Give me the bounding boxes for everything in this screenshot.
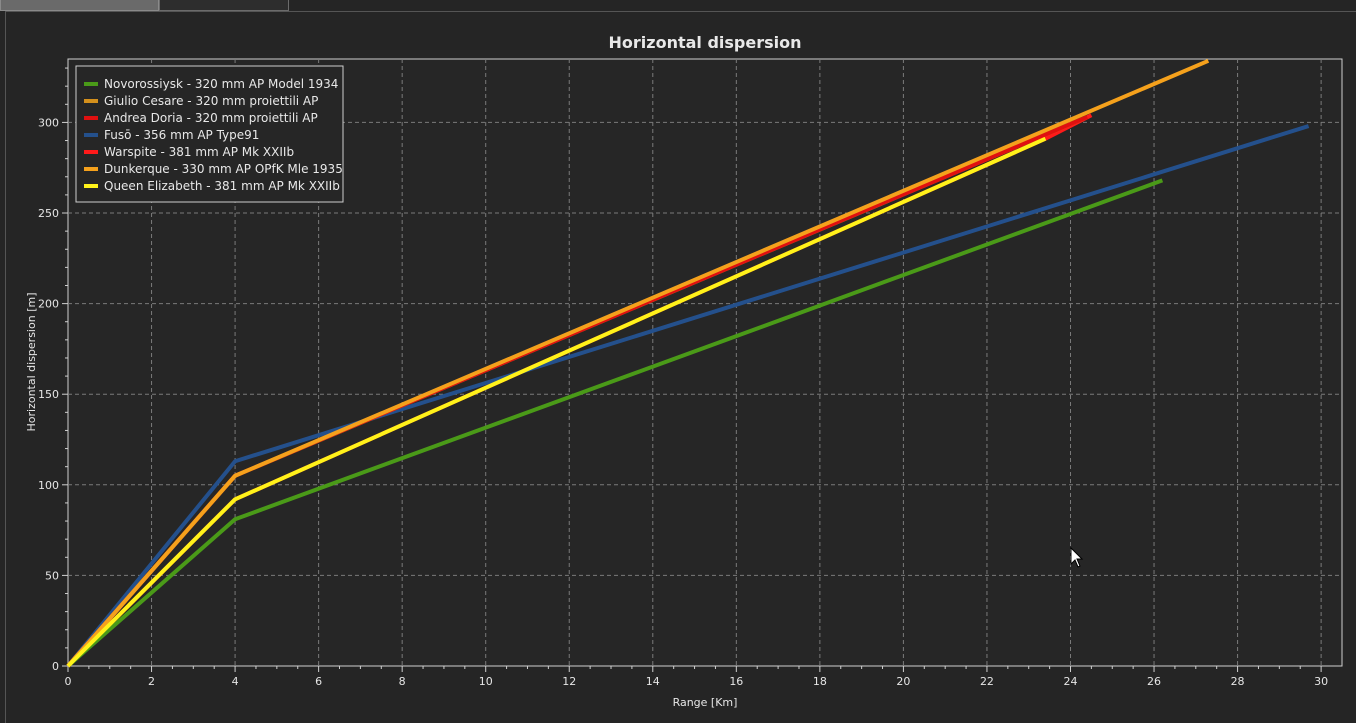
legend-entry[interactable]: Dunkerque - 330 mm AP OPfK Mle 1935 <box>104 162 343 176</box>
x-tick-label: 10 <box>479 675 493 688</box>
tab-inactive[interactable] <box>159 0 289 11</box>
x-axis-title: Range [Km] <box>673 696 738 709</box>
series-line <box>66 58 1210 668</box>
series-line <box>66 136 1047 668</box>
tab-strip <box>0 0 1356 12</box>
mouse-cursor-icon <box>1070 546 1084 568</box>
chart-title: Horizontal dispersion <box>609 33 802 52</box>
x-tick-label: 30 <box>1314 675 1328 688</box>
x-tick-label: 14 <box>646 675 660 688</box>
legend-entry[interactable]: Andrea Doria - 320 mm proiettili AP <box>104 111 318 125</box>
x-tick-label: 28 <box>1231 675 1245 688</box>
y-tick-label: 250 <box>38 207 59 220</box>
grid <box>68 59 1342 666</box>
y-tick-label: 300 <box>38 116 59 129</box>
x-tick-label: 12 <box>562 675 576 688</box>
chart-panel <box>5 11 1356 723</box>
y-tick-label: 150 <box>38 388 59 401</box>
x-tick-label: 18 <box>813 675 827 688</box>
x-tick-label: 26 <box>1147 675 1161 688</box>
x-tick-label: 8 <box>399 675 406 688</box>
legend-entry[interactable]: Novorossiysk - 320 mm AP Model 1934 <box>104 77 338 91</box>
x-tick-label: 20 <box>896 675 910 688</box>
legend-entry[interactable]: Queen Elizabeth - 381 mm AP Mk XXIIb <box>104 179 340 193</box>
y-tick-label: 200 <box>38 298 59 311</box>
legend-entry[interactable]: Warspite - 381 mm AP Mk XXIIb <box>104 145 294 159</box>
series-line <box>66 178 1164 668</box>
x-tick-label: 16 <box>729 675 743 688</box>
tab-active[interactable] <box>0 0 159 11</box>
x-tick-label: 6 <box>315 675 322 688</box>
x-tick-label: 24 <box>1063 675 1077 688</box>
y-tick-label: 50 <box>45 569 59 582</box>
y-tick-label: 100 <box>38 479 59 492</box>
x-tick-label: 22 <box>980 675 994 688</box>
x-tick-label: 2 <box>148 675 155 688</box>
legend-box <box>75 65 344 203</box>
series-line <box>66 124 1310 668</box>
series-group <box>66 58 1310 668</box>
legend[interactable]: Novorossiysk - 320 mm AP Model 1934 Giuli… <box>75 65 344 203</box>
axes: 0 2 4 6 8 10 12 14 16 18 20 22 24 26 28 300501001502002… <box>38 67 1328 688</box>
y-axis-title: Horizontal dispersion [m] <box>25 293 38 432</box>
y-tick-label: 0 <box>52 660 59 673</box>
x-tick-label: 0 <box>65 675 72 688</box>
x-tick-label: 4 <box>232 675 239 688</box>
legend-entry[interactable]: Fusō - 356 mm AP Type91 <box>104 128 259 142</box>
legend-entry[interactable]: Giulio Cesare - 320 mm proiettili AP <box>104 94 318 108</box>
